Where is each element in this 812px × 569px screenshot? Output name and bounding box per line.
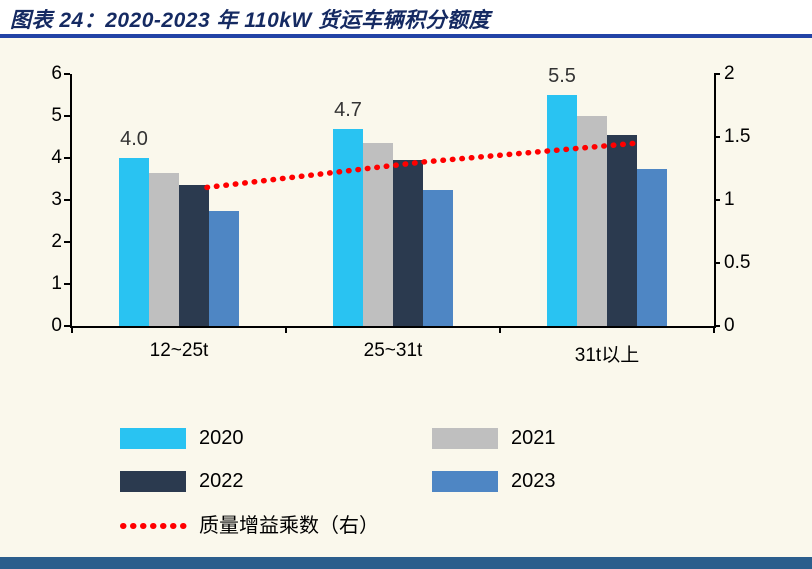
footer-bar bbox=[0, 557, 812, 569]
left-axis-tick bbox=[64, 199, 70, 201]
bar-data-label: 5.5 bbox=[548, 65, 576, 87]
legend-swatch-2021 bbox=[432, 427, 498, 449]
right-axis-tick-label: 1.5 bbox=[724, 126, 751, 147]
bar-2022-12~25t bbox=[179, 185, 209, 326]
bar-2022-31t以上 bbox=[607, 134, 637, 326]
legend-swatch-2020 bbox=[120, 427, 186, 449]
left-axis-tick-label: 5 bbox=[51, 105, 62, 126]
bar-2023-12~25t bbox=[209, 210, 239, 326]
left-axis-tick-label: 4 bbox=[51, 147, 62, 168]
legend-swatch-2022 bbox=[120, 470, 186, 492]
legend-label-2023: 2023 bbox=[511, 470, 556, 492]
left-axis-tick bbox=[64, 283, 70, 285]
left-axis-tick-label: 2 bbox=[51, 231, 62, 252]
right-axis-tick bbox=[714, 199, 720, 201]
x-axis-tick bbox=[71, 326, 73, 333]
left-axis-tick-label: 3 bbox=[51, 189, 62, 210]
x-axis-tick bbox=[285, 326, 287, 333]
legend-item-2022: 2022 bbox=[120, 469, 244, 493]
bar-2020-25~31t bbox=[333, 128, 363, 326]
legend-label-2021: 2021 bbox=[511, 427, 556, 449]
left-axis-tick bbox=[64, 115, 70, 117]
legend-item-multiplier-line: 质量增益乘数（右） bbox=[120, 514, 379, 538]
legend-item-2020: 2020 bbox=[120, 426, 244, 450]
title-divider bbox=[0, 34, 812, 38]
x-axis-tick bbox=[713, 326, 715, 333]
dotted-line-icon bbox=[120, 523, 188, 529]
right-axis-tick bbox=[714, 262, 720, 264]
right-axis-tick-label: 0 bbox=[724, 315, 735, 336]
chart-panel: 0 1 2 3 4 5 6 0 0.5 1 1.5 2 12~25t 25~31t 31t以上 4.0 4.7 5… bbox=[0, 38, 812, 557]
left-axis-tick bbox=[64, 325, 70, 327]
x-axis-category-label: 31t以上 bbox=[574, 345, 640, 366]
bar-2020-31t以上 bbox=[547, 95, 577, 326]
bar-data-label: 4.7 bbox=[334, 98, 362, 121]
bar-2022-25~31t bbox=[393, 160, 423, 326]
right-axis-tick bbox=[714, 325, 720, 327]
right-axis-tick-label: 0.5 bbox=[724, 252, 751, 273]
legend-label-2020: 2020 bbox=[199, 427, 244, 449]
right-axis-tick bbox=[714, 73, 720, 75]
bar-2021-31t以上 bbox=[577, 116, 607, 326]
legend-label-multiplier: 质量增益乘数（右） bbox=[199, 515, 379, 537]
left-axis-tick bbox=[64, 73, 70, 75]
figure-title: 图表 24：2020-2023 年 110kW 货运车辆积分额度 bbox=[10, 9, 491, 32]
left-axis-tick-label: 0 bbox=[51, 315, 62, 336]
left-axis-tick-label: 1 bbox=[51, 273, 62, 294]
x-axis-tick bbox=[499, 326, 501, 333]
legend-swatch-2023 bbox=[432, 470, 498, 492]
left-axis-tick bbox=[64, 241, 70, 243]
bar-2020-12~25t bbox=[119, 158, 149, 326]
right-axis-tick-label: 2 bbox=[724, 63, 735, 84]
bar-data-label: 4.0 bbox=[120, 128, 148, 150]
legend-label-2022: 2022 bbox=[199, 470, 244, 492]
x-axis-category-label: 25~31t bbox=[363, 340, 423, 361]
x-axis-category-label: 12~25t bbox=[149, 340, 209, 361]
bar-2023-31t以上 bbox=[637, 168, 667, 326]
bar-2023-25~31t bbox=[423, 189, 453, 326]
plot-area: 0 1 2 3 4 5 6 0 0.5 1 1.5 2 12~25t 25~31t 31t以上 4.0 4.7 5… bbox=[51, 64, 750, 367]
right-axis-tick bbox=[714, 136, 720, 138]
left-axis-tick-label: 6 bbox=[51, 63, 62, 84]
bar-2021-25~31t bbox=[363, 143, 393, 326]
right-axis-tick-label: 1 bbox=[724, 189, 735, 210]
bar-2021-12~25t bbox=[149, 172, 179, 326]
left-axis-tick bbox=[64, 157, 70, 159]
legend-item-2023: 2023 bbox=[432, 469, 556, 493]
legend-item-2021: 2021 bbox=[432, 426, 556, 450]
